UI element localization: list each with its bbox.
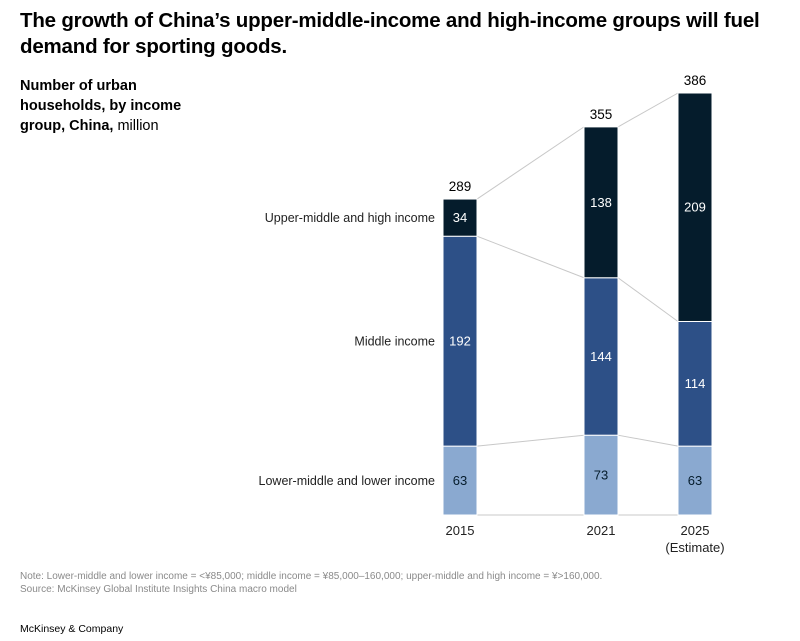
x-tick-label: 2025 bbox=[681, 523, 710, 538]
bar-segment bbox=[442, 235, 478, 447]
total-value-label: 386 bbox=[684, 73, 707, 88]
chart-subtitle: Number of urban households, by income gr… bbox=[20, 76, 210, 136]
segment-value-label: 144 bbox=[590, 349, 612, 364]
series-label: Upper-middle and high income bbox=[265, 211, 435, 225]
connector-line bbox=[617, 277, 679, 322]
chart-notes: Note: Lower-middle and lower income = <¥… bbox=[20, 570, 602, 596]
segment-value-label: 192 bbox=[449, 334, 471, 349]
bar-segment bbox=[677, 92, 713, 322]
subtitle-bold: Number of urban households, by income gr… bbox=[20, 78, 182, 134]
bar-segment bbox=[583, 126, 619, 279]
chart-title: The growth of China’s upper-middle-incom… bbox=[20, 9, 760, 58]
segment-value-label: 138 bbox=[590, 195, 612, 210]
connector-line bbox=[617, 434, 679, 447]
source-text: Source: McKinsey Global Institute Insigh… bbox=[20, 584, 297, 595]
bar-segment bbox=[442, 198, 478, 237]
segment-value-label: 63 bbox=[688, 473, 702, 488]
segment-value-label: 114 bbox=[685, 376, 706, 391]
series-label: Lower-middle and lower income bbox=[259, 474, 436, 488]
total-value-label: 289 bbox=[449, 179, 472, 194]
bar-segment bbox=[583, 434, 619, 516]
connector-line bbox=[617, 92, 679, 128]
connector-line bbox=[476, 434, 585, 447]
connector-line bbox=[476, 126, 585, 200]
subtitle-unit: million bbox=[117, 118, 159, 134]
segment-value-label: 34 bbox=[453, 210, 467, 225]
connector-line bbox=[476, 235, 585, 279]
brand-logo-text: McKinsey & Company bbox=[20, 623, 124, 635]
x-tick-sublabel: (Estimate) bbox=[665, 540, 724, 555]
x-tick-label: 2015 bbox=[446, 523, 475, 538]
bar-segment bbox=[583, 277, 619, 436]
series-label: Middle income bbox=[354, 334, 435, 348]
total-value-label: 355 bbox=[590, 107, 613, 122]
note-text: Note: Lower-middle and lower income = <¥… bbox=[20, 571, 603, 582]
bar-segment bbox=[442, 445, 478, 516]
x-tick-label: 2021 bbox=[587, 523, 616, 538]
segment-value-label: 73 bbox=[594, 468, 608, 483]
segment-value-label: 63 bbox=[453, 473, 467, 488]
segment-value-label: 209 bbox=[684, 200, 706, 215]
